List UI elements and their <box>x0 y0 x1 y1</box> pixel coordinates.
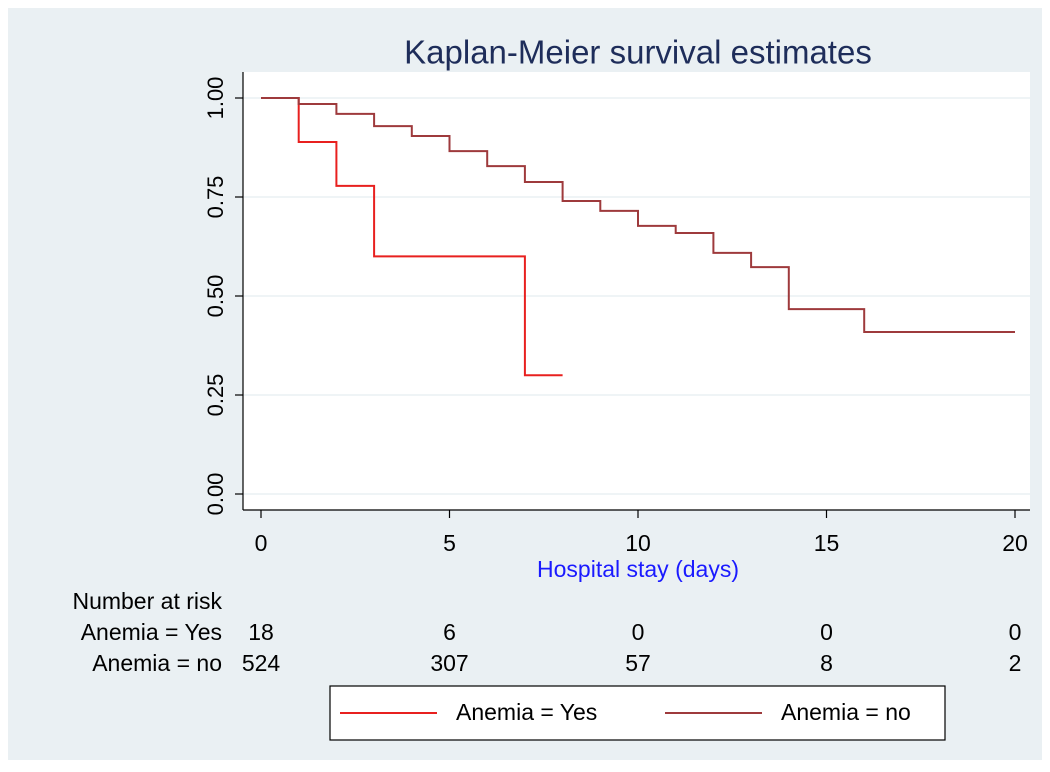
survival-curve <box>261 97 1015 334</box>
risk-count: 0 <box>632 619 645 645</box>
y-tick-label: 0.25 <box>203 374 228 417</box>
legend-label: Anemia = no <box>781 699 911 725</box>
y-tick-label: 1.00 <box>203 77 228 120</box>
x-tick-label: 0 <box>255 530 268 556</box>
risk-count: 6 <box>443 619 456 645</box>
risk-count: 57 <box>625 650 651 676</box>
x-tick-label: 10 <box>625 530 651 556</box>
risk-count: 524 <box>242 650 281 676</box>
risk-count: 0 <box>820 619 833 645</box>
plot-area <box>243 72 1030 510</box>
legend-label: Anemia = Yes <box>456 699 597 725</box>
risk-count: 8 <box>820 650 833 676</box>
x-tick-label: 20 <box>1002 530 1028 556</box>
risk-count: 18 <box>248 619 274 645</box>
x-axis-label: Hospital stay (days) <box>537 556 739 582</box>
y-tick-label: 0.50 <box>203 275 228 318</box>
risk-row-label: Anemia = Yes <box>81 619 222 645</box>
risk-row-label: Anemia = no <box>92 650 222 676</box>
risk-count: 0 <box>1009 619 1022 645</box>
y-tick-label: 0.00 <box>203 473 228 516</box>
x-tick-label: 15 <box>814 530 840 556</box>
y-tick-label: 0.75 <box>203 176 228 219</box>
risk-count: 307 <box>430 650 468 676</box>
risk-count: 2 <box>1009 650 1022 676</box>
chart-title: Kaplan-Meier survival estimates <box>404 34 872 71</box>
x-tick-label: 5 <box>443 530 456 556</box>
risk-table-title: Number at risk <box>72 588 222 614</box>
survival-curve <box>261 97 563 377</box>
